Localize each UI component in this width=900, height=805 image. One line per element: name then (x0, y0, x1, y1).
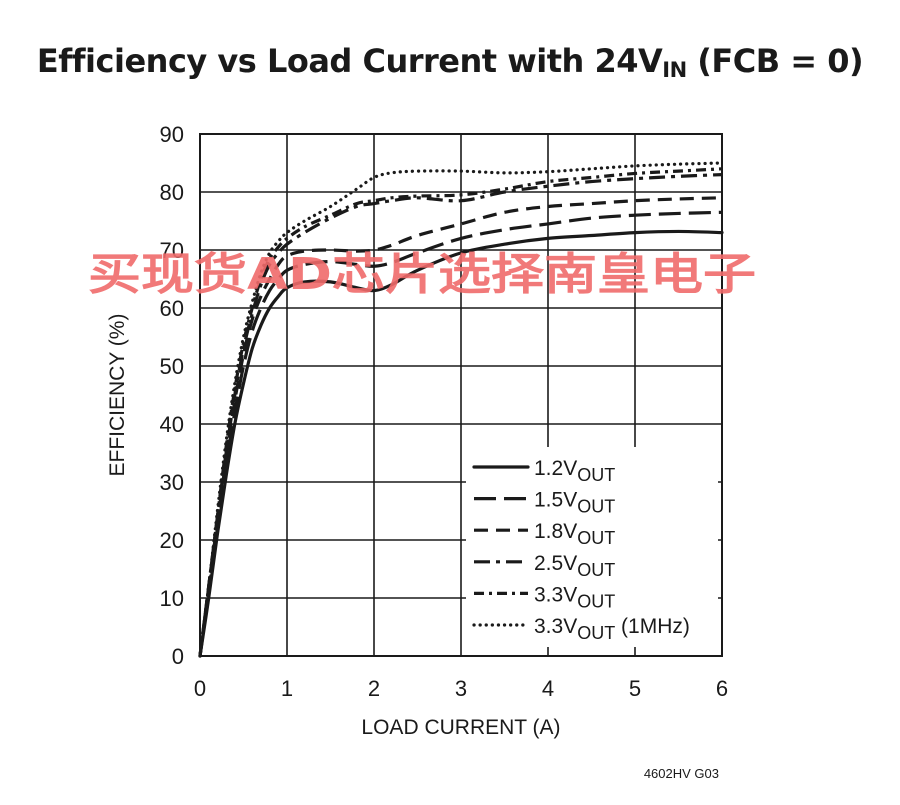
series-line-2 (198, 196, 723, 657)
y-tick-label: 20 (160, 528, 184, 553)
x-tick-label: 4 (542, 676, 554, 701)
series-line-3 (198, 173, 723, 657)
x-axis-label: LOAD CURRENT (A) (361, 716, 560, 739)
y-tick-label: 60 (160, 296, 184, 321)
title-main: Efficiency vs Load Current with 24V (36, 42, 663, 80)
x-tick-label: 2 (368, 676, 380, 701)
y-tick-label: 50 (160, 354, 184, 379)
legend-label-sub: OUT (577, 623, 615, 643)
legend-label-name: 2.5V (534, 552, 577, 575)
y-tick-label: 80 (160, 180, 184, 205)
legend-label-2: 1.8VOUT (534, 520, 615, 548)
title-subscript: IN (662, 58, 687, 82)
y-tick-label: 70 (160, 238, 184, 263)
legend-label-sub: OUT (577, 528, 615, 548)
x-tick-label: 1 (281, 676, 293, 701)
legend-label-1: 1.5VOUT (534, 489, 615, 517)
legend-label-5: 3.3VOUT (1MHz) (534, 615, 690, 643)
legend-background (466, 447, 718, 647)
legend: 1.2VOUT1.5VOUT1.8VOUT2.5VOUT3.3VOUT3.3VO… (466, 447, 718, 647)
legend-label-name: 3.3V (534, 615, 577, 638)
series-line-4 (198, 167, 723, 657)
plot-frame (199, 133, 723, 657)
figure-id: 4602HV G03 (644, 766, 719, 781)
data-curves (198, 161, 724, 658)
legend-label-0: 1.2VOUT (534, 457, 615, 485)
y-tick-label: 0 (172, 644, 184, 669)
legend-label-sub: OUT (577, 465, 615, 485)
legend-label-name: 3.3V (534, 583, 577, 606)
x-tick-label: 0 (194, 676, 206, 701)
legend-label-sub: OUT (577, 497, 615, 517)
y-tick-labels: 0 10 20 30 40 50 60 70 80 90 (160, 122, 184, 669)
y-tick-label: 10 (160, 586, 184, 611)
x-tick-labels: 0 1 2 3 4 5 6 (194, 676, 728, 701)
x-tick-label: 6 (716, 676, 728, 701)
title-tail: (FCB = 0) (686, 42, 864, 80)
x-tick-label: 5 (629, 676, 641, 701)
series-line-0 (198, 229, 724, 658)
y-tick-label: 30 (160, 470, 184, 495)
legend-label-sub: OUT (577, 560, 615, 580)
x-tick-label: 3 (455, 676, 467, 701)
chart-title: Efficiency vs Load Current with 24VIN (F… (0, 42, 900, 82)
legend-label-4: 3.3VOUT (534, 583, 615, 611)
y-tick-label: 40 (160, 412, 184, 437)
legend-label-name: 1.8V (534, 520, 577, 543)
y-tick-label: 90 (160, 122, 184, 147)
legend-label-extra: (1MHz) (615, 615, 690, 638)
legend-label-name: 1.5V (534, 489, 577, 512)
watermark-text: 买现货AD芯片选择南皇电子 (88, 249, 756, 300)
legend-label-sub: OUT (577, 591, 615, 611)
legend-label-3: 2.5VOUT (534, 552, 615, 580)
y-axis-label: EFFICIENCY (%) (106, 314, 129, 477)
legend-label-name: 1.2V (534, 457, 577, 480)
